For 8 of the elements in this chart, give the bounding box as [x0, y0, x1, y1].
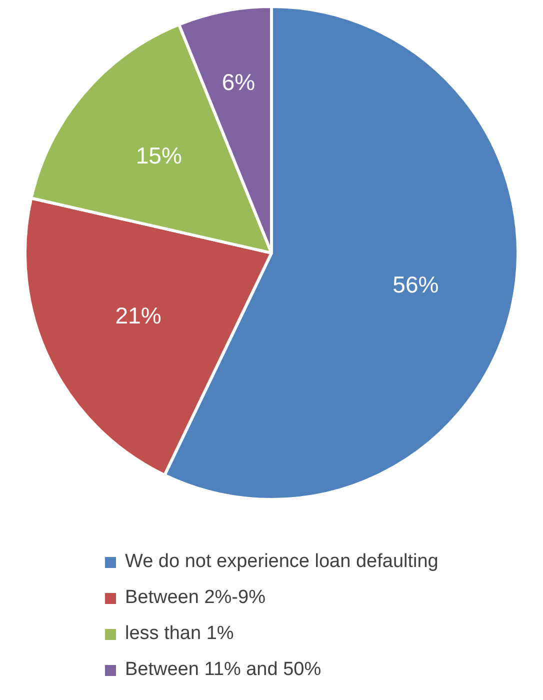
legend-label: Between 11% and 50% [125, 659, 322, 681]
data-label: 56% [392, 271, 439, 298]
data-label: 21% [115, 302, 162, 329]
legend-label: Between 2%-9% [125, 587, 266, 609]
legend-label: We do not experience loan defaulting [125, 551, 438, 573]
data-label: 6% [222, 68, 256, 95]
legend-label: less than 1% [125, 623, 234, 645]
data-label: 15% [136, 142, 182, 168]
